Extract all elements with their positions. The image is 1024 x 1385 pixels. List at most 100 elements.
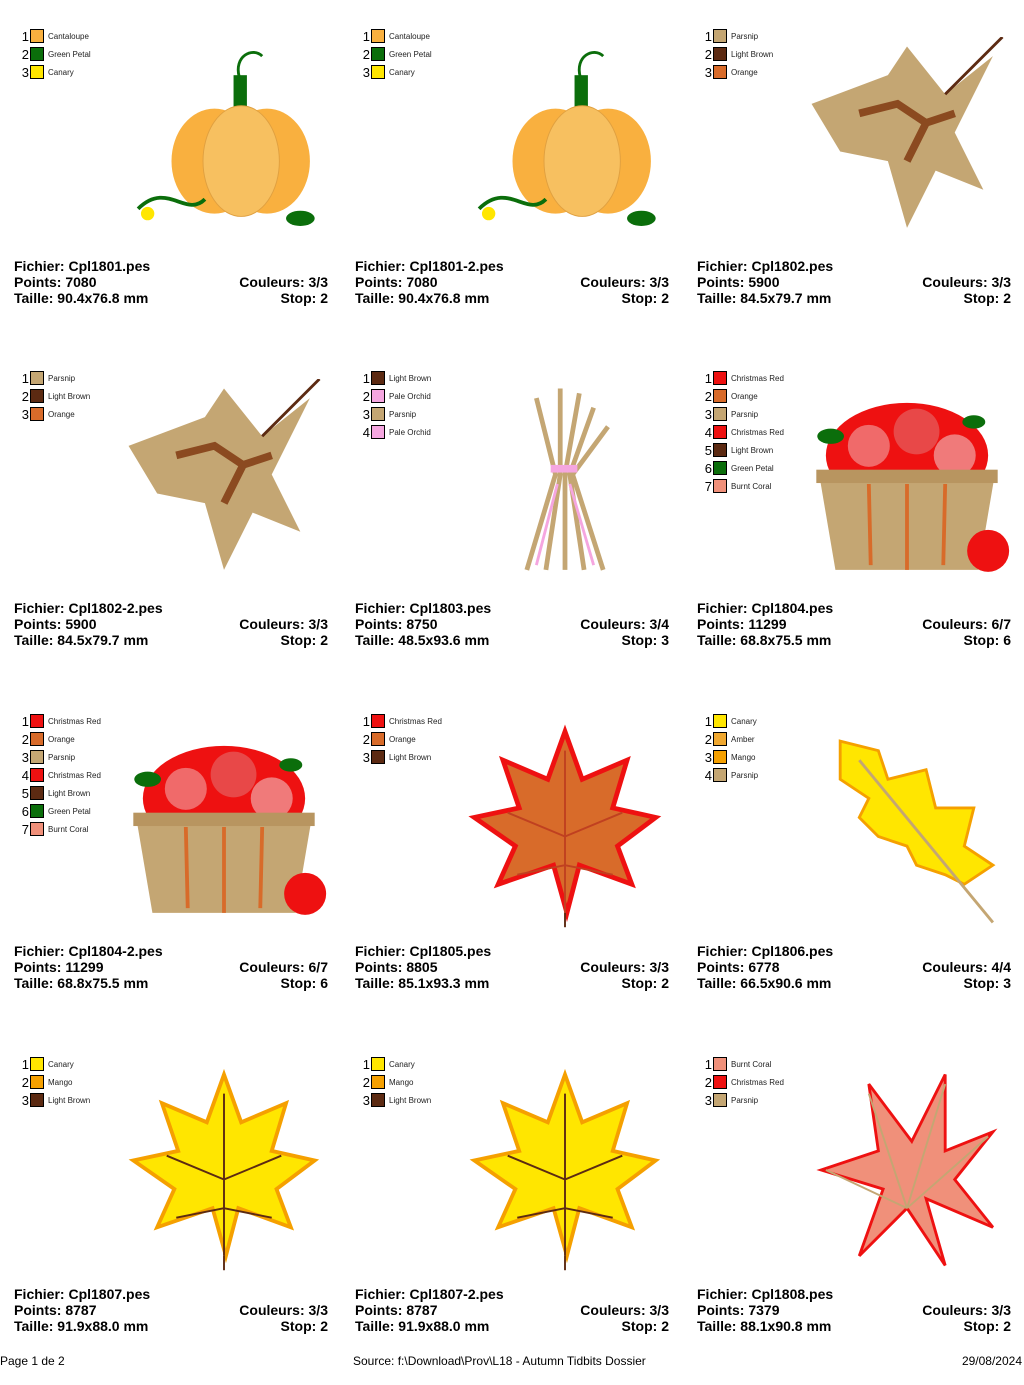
color-entry: 3 Mango <box>703 748 758 766</box>
color-swatch <box>371 47 385 61</box>
color-name: Parsnip <box>731 31 759 41</box>
color-palette: 1 Christmas Red 2 Orange 3 Parsnip 4 Christmas … <box>703 369 784 495</box>
color-name: Orange <box>731 391 758 401</box>
file-name: Fichier: Cpl1806.pes <box>697 943 834 959</box>
stops: Stop: 2 <box>621 290 669 306</box>
page-number: Page 1 de 2 <box>0 1354 65 1368</box>
color-index: 4 <box>362 424 370 440</box>
points: Points: 7080 <box>355 274 438 290</box>
color-entry: 4 Christmas Red <box>703 423 784 441</box>
colors-count: Couleurs: 3/3 <box>239 274 328 290</box>
color-swatch <box>30 47 44 61</box>
color-name: Cantaloupe <box>389 31 430 41</box>
color-index: 1 <box>21 1056 29 1072</box>
color-entry: 2 Orange <box>361 730 442 748</box>
points: Points: 5900 <box>14 616 97 632</box>
color-index: 6 <box>704 460 712 476</box>
color-name: Mango <box>389 1077 414 1087</box>
color-name: Canary <box>731 716 757 726</box>
color-swatch <box>30 29 44 43</box>
color-entry: 3 Orange <box>703 63 773 81</box>
points: Points: 6778 <box>697 959 780 975</box>
color-swatch <box>371 732 385 746</box>
color-entry: 6 Green Petal <box>703 459 784 477</box>
color-name: Pale Orchid <box>389 427 431 437</box>
color-entry: 7 Burnt Coral <box>20 820 101 838</box>
design-card: 1 Christmas Red 2 Orange 3 Parsnip 4 Christmas … <box>14 712 344 1042</box>
color-name: Light Brown <box>48 391 91 401</box>
colors-count: Couleurs: 3/3 <box>580 1302 669 1318</box>
color-entry: 4 Pale Orchid <box>361 423 431 441</box>
size: Taille: 48.5x93.6 mm <box>355 632 490 648</box>
color-index: 2 <box>21 731 29 747</box>
color-swatch <box>713 443 727 457</box>
color-entry: 2 Pale Orchid <box>361 387 431 405</box>
color-swatch <box>713 732 727 746</box>
size: Taille: 84.5x79.7 mm <box>697 290 832 306</box>
color-index: 4 <box>21 767 29 783</box>
color-swatch <box>713 1075 727 1089</box>
color-name: Green Petal <box>389 49 432 59</box>
design-card: 1 Cantaloupe 2 Green Petal 3 Canary Fichier: … <box>14 27 344 357</box>
color-swatch <box>371 1093 385 1107</box>
color-name: Orange <box>731 67 758 77</box>
color-entry: 4 Parsnip <box>703 766 758 784</box>
color-index: 2 <box>362 1074 370 1090</box>
color-index: 2 <box>21 1074 29 1090</box>
color-entry: 7 Burnt Coral <box>703 477 784 495</box>
color-index: 1 <box>704 370 712 386</box>
design-card: 1 Canary 2 Mango 3 Light Brown Fichier: Cpl18… <box>14 1055 344 1385</box>
stops: Stop: 2 <box>280 1318 328 1334</box>
color-index: 6 <box>21 803 29 819</box>
color-swatch <box>371 425 385 439</box>
color-swatch <box>713 479 727 493</box>
size: Taille: 91.9x88.0 mm <box>14 1318 149 1334</box>
color-name: Green Petal <box>731 463 774 473</box>
color-name: Burnt Coral <box>731 481 772 491</box>
design-info: Fichier: Cpl1802-2.pes Points: 5900 Coule… <box>14 600 328 648</box>
color-swatch <box>713 714 727 728</box>
color-entry: 2 Mango <box>20 1073 90 1091</box>
color-swatch <box>371 407 385 421</box>
points: Points: 7080 <box>14 274 97 290</box>
color-name: Burnt Coral <box>731 1059 772 1069</box>
size: Taille: 68.8x75.5 mm <box>14 975 149 991</box>
color-entry: 1 Light Brown <box>361 369 431 387</box>
color-swatch <box>713 768 727 782</box>
colors-count: Couleurs: 3/3 <box>239 1302 328 1318</box>
color-entry: 3 Parsnip <box>20 748 101 766</box>
colors-count: Couleurs: 3/3 <box>922 1302 1011 1318</box>
colors-count: Couleurs: 4/4 <box>922 959 1011 975</box>
points: Points: 8805 <box>355 959 438 975</box>
design-card: 1 Canary 2 Mango 3 Light Brown Fichier: Cpl18… <box>355 1055 685 1385</box>
color-index: 3 <box>21 64 29 80</box>
color-index: 3 <box>21 749 29 765</box>
color-entry: 3 Canary <box>20 63 91 81</box>
color-index: 1 <box>21 370 29 386</box>
color-name: Christmas Red <box>389 716 442 726</box>
design-info: Fichier: Cpl1801.pes Points: 7080 Couleur… <box>14 258 328 306</box>
embroidery-preview-leaf-red <box>468 724 662 928</box>
color-swatch <box>713 1057 727 1071</box>
color-name: Green Petal <box>48 49 91 59</box>
color-entry: 1 Christmas Red <box>361 712 442 730</box>
embroidery-preview-pumpkin <box>136 50 315 226</box>
color-name: Canary <box>389 1059 415 1069</box>
color-name: Christmas Red <box>731 427 784 437</box>
color-swatch <box>371 714 385 728</box>
color-swatch <box>371 750 385 764</box>
points: Points: 8750 <box>355 616 438 632</box>
color-palette: 1 Canary 2 Mango 3 Light Brown <box>20 1055 90 1109</box>
points: Points: 11299 <box>14 959 104 975</box>
color-entry: 2 Light Brown <box>20 387 90 405</box>
color-index: 3 <box>704 749 712 765</box>
color-entry: 1 Cantaloupe <box>20 27 91 45</box>
color-entry: 1 Cantaloupe <box>361 27 432 45</box>
color-entry: 3 Parsnip <box>361 405 431 423</box>
color-name: Orange <box>389 734 416 744</box>
size: Taille: 90.4x76.8 mm <box>14 290 149 306</box>
stops: Stop: 2 <box>963 1318 1011 1334</box>
embroidery-preview-leaf-coral <box>816 1073 998 1267</box>
design-info: Fichier: Cpl1801-2.pes Points: 7080 Coule… <box>355 258 669 306</box>
color-entry: 4 Christmas Red <box>20 766 101 784</box>
